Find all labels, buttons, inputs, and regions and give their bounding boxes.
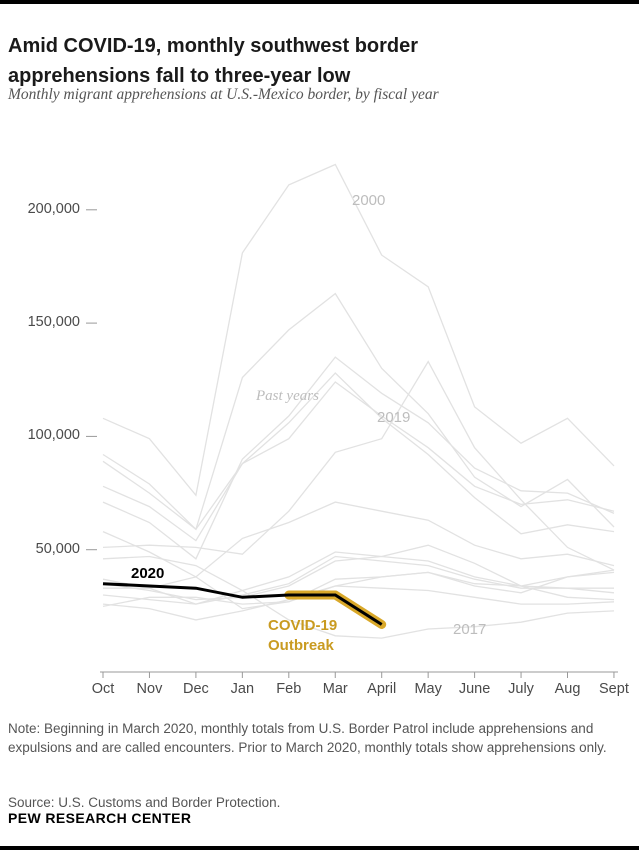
line-fy2001 [102, 292, 615, 531]
bottom-black-bar [0, 846, 639, 850]
line-2020 [102, 582, 383, 626]
x-axis-label-may: May [414, 681, 442, 697]
annotation-2000: 2000 [352, 192, 386, 209]
x-axis-label-feb: Feb [276, 681, 302, 697]
x-axis-label-july: July [508, 681, 534, 697]
x-axis-label-dec: Dec [182, 681, 209, 697]
chart-source: Source: U.S. Customs and Border Protecti… [8, 794, 281, 810]
pew-research-center-brand: PEW RESEARCH CENTER [8, 810, 192, 826]
x-axis-label-sept: Sept [599, 681, 629, 697]
y-axis-label-150000: 150,000 [27, 314, 80, 331]
annotation-covid-line1: COVID-19 [268, 617, 338, 634]
annotation-past-years: Past years [256, 388, 319, 404]
chart-subtitle: Monthly migrant apprehensions at U.S.-Me… [8, 86, 439, 103]
line-fy2000 [102, 163, 615, 497]
line-fy2008 [102, 501, 615, 578]
y-axis-label-200000: 200,000 [27, 200, 80, 217]
line-fy2010 [102, 551, 615, 605]
y-axis-label-50000: 50,000 [35, 540, 80, 557]
line-fy2017 [102, 555, 615, 639]
annotation-covid-line2: Outbreak [268, 637, 334, 654]
chart-note: Note: Beginning in March 2020, monthly t… [8, 720, 607, 755]
top-black-bar [0, 0, 639, 4]
line-fy2016 [103, 571, 615, 610]
x-axis-label-jan: Jan [230, 681, 255, 697]
annotation-2020: 2020 [131, 565, 165, 582]
y-axis-label-100000: 100,000 [27, 427, 80, 444]
line-fy2014 [102, 544, 615, 601]
x-axis-label-mar: Mar [322, 681, 348, 697]
x-axis-label-aug: Aug [554, 681, 581, 697]
line-fy2005 [102, 381, 615, 542]
annotation-covid-outbreak: COVID-19 Outbreak [268, 616, 337, 656]
line-fy2004 [102, 356, 615, 560]
line-fy2006 [102, 372, 615, 535]
x-axis-label-nov: Nov [136, 681, 163, 697]
x-axis-label-oct: Oct [91, 681, 115, 697]
x-axis-label-april: April [367, 681, 397, 697]
line-fy2012 [102, 585, 615, 621]
line-fy2018 [102, 569, 615, 608]
x-axis-label-june: June [458, 681, 491, 697]
annotation-2017: 2017 [453, 621, 487, 638]
page-title: Amid COVID-19, monthly southwest border … [8, 35, 419, 88]
annotation-2019: 2019 [377, 409, 411, 426]
line-fy2019 [102, 360, 615, 571]
